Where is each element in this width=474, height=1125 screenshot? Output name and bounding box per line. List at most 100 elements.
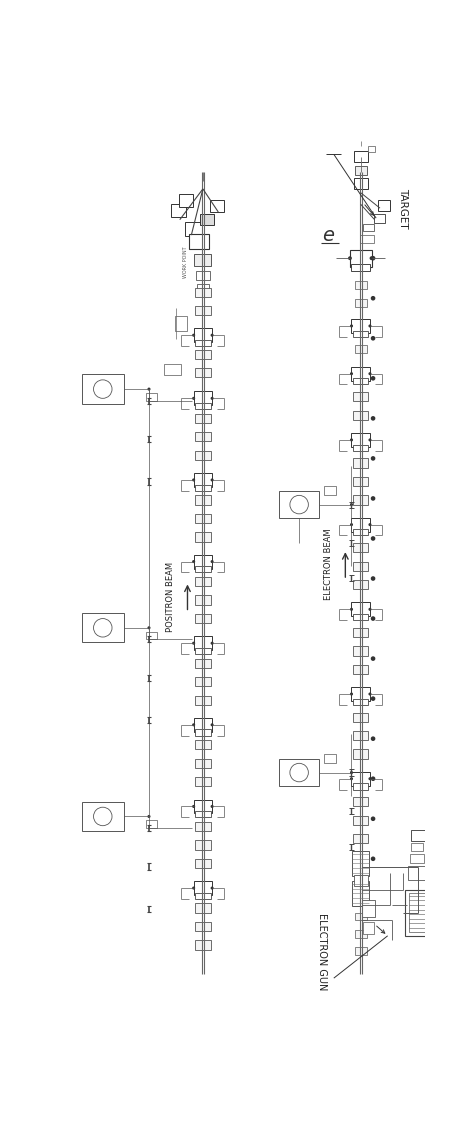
Bar [195,403,210,410]
Bar [411,844,423,852]
Circle shape [93,380,112,398]
Circle shape [370,256,374,260]
Bar [353,411,368,420]
Bar [353,798,368,807]
Bar [353,834,368,844]
Bar [353,699,368,704]
Bar [353,614,368,620]
Circle shape [350,324,353,327]
Circle shape [350,608,353,611]
Circle shape [210,560,214,564]
Bar [353,331,368,336]
Circle shape [210,804,214,808]
Bar [411,830,426,842]
Bar [195,340,210,346]
Circle shape [368,693,372,695]
Circle shape [350,523,353,526]
Bar [195,306,210,315]
Bar [355,299,367,307]
Bar [197,284,209,291]
Bar [195,485,210,490]
Bar [195,822,210,831]
Bar [360,235,374,243]
Bar [195,658,210,668]
Circle shape [147,387,151,390]
Bar [194,392,212,405]
Bar [82,802,124,831]
Bar [195,451,210,460]
Bar [354,178,368,189]
Bar [409,866,425,880]
Bar [409,893,443,931]
Text: $e$: $e$ [322,226,335,244]
Bar [324,754,336,764]
Circle shape [147,814,151,818]
Bar [353,543,368,552]
Bar [82,375,124,404]
Circle shape [192,397,195,399]
Bar [195,414,210,423]
Circle shape [371,336,375,341]
Bar [195,777,210,786]
Bar [194,800,212,813]
Circle shape [290,764,309,782]
Bar [354,875,368,885]
Bar [195,858,210,868]
Bar [352,433,370,447]
Circle shape [192,560,195,564]
Circle shape [368,372,372,376]
Circle shape [371,616,375,621]
Bar [353,665,368,674]
Circle shape [350,771,353,774]
Bar [368,146,375,152]
Circle shape [210,478,214,482]
Circle shape [371,817,375,821]
Circle shape [368,439,372,441]
Circle shape [371,496,375,501]
Bar [195,695,210,704]
Circle shape [290,495,309,514]
Circle shape [210,886,214,890]
Bar [195,940,210,950]
Bar [353,444,368,451]
Bar [164,364,181,376]
Bar [352,319,370,333]
Bar [179,195,193,207]
Bar [185,222,202,236]
Text: WORK POINT: WORK POINT [183,246,189,278]
Bar [195,614,210,623]
Bar [353,378,368,385]
Bar [352,263,370,271]
Bar [353,458,368,468]
Bar [353,731,368,740]
Circle shape [371,376,375,380]
Circle shape [192,886,195,890]
Bar [355,930,367,938]
Circle shape [371,255,375,261]
Circle shape [192,478,195,482]
Bar [352,602,370,616]
Bar [355,165,367,176]
Circle shape [371,576,375,580]
Bar [82,613,124,642]
Bar [194,555,212,568]
Bar [352,852,369,875]
Circle shape [350,777,353,781]
Circle shape [371,296,375,300]
Bar [279,758,319,786]
Bar [146,820,157,828]
Bar [353,561,368,570]
Circle shape [210,641,214,645]
Bar [195,677,210,686]
Circle shape [350,503,353,506]
Bar [363,922,374,934]
Bar [355,912,367,920]
Circle shape [368,777,372,781]
Circle shape [350,693,353,695]
Bar [195,892,210,899]
Bar [353,816,368,825]
Bar [171,204,186,217]
Bar [146,393,157,400]
Bar [195,903,210,912]
Bar [195,368,210,377]
